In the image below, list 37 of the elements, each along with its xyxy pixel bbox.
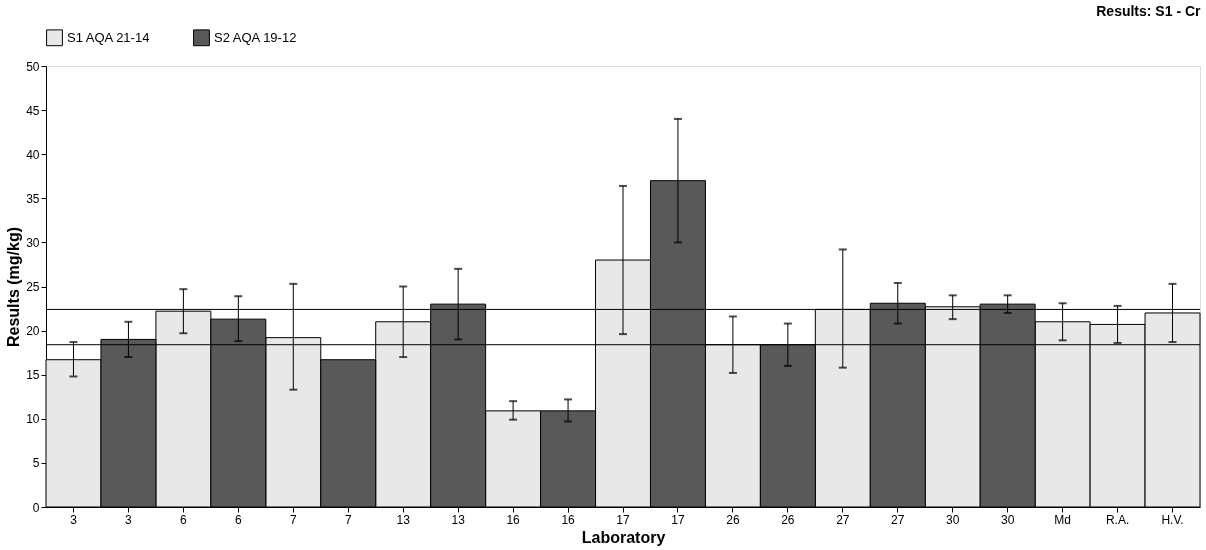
- x-tick-label: 27: [891, 512, 905, 527]
- x-tick-label: 7: [344, 512, 352, 527]
- legend-label: S1 AQA 21-14: [67, 29, 150, 45]
- y-tick-label: 20: [26, 324, 40, 339]
- y-tick-label: 30: [26, 235, 40, 250]
- x-tick-label: 16: [561, 512, 576, 527]
- x-tick-label: 30: [1000, 512, 1015, 527]
- y-tick-label: 40: [26, 147, 40, 162]
- x-tick-label: 3: [70, 512, 78, 527]
- x-tick-label: 30: [946, 512, 960, 527]
- x-tick-label: 17: [616, 512, 630, 527]
- x-tick-label: H.V.: [1161, 512, 1184, 527]
- y-tick-label: 15: [26, 368, 40, 383]
- x-tick-label: 3: [125, 512, 133, 527]
- x-tick-label: 26: [781, 512, 795, 527]
- y-tick-label: 0: [32, 500, 40, 515]
- x-tick-label: 7: [289, 512, 297, 527]
- y-tick-label: 10: [26, 412, 40, 427]
- x-tick-label: 26: [726, 512, 740, 527]
- x-tick-label: R.A.: [1105, 512, 1130, 527]
- y-tick-label: 5: [32, 456, 40, 471]
- x-tick-label: 13: [451, 512, 466, 527]
- x-tick-label: 17: [671, 512, 685, 527]
- x-tick-label: 6: [234, 512, 242, 527]
- y-axis-title: Results (mg/kg): [5, 226, 23, 348]
- x-tick-label: Md: [1054, 512, 1071, 527]
- y-tick-label: 35: [26, 191, 40, 206]
- x-axis-title: Laboratory: [581, 528, 666, 546]
- y-tick-label: 50: [26, 59, 40, 74]
- x-tick-label: 6: [180, 512, 188, 527]
- y-tick-label: 45: [26, 103, 40, 118]
- x-tick-label: 16: [506, 512, 521, 527]
- y-tick-label: 25: [26, 280, 40, 294]
- legend-label: S2 AQA 19-12: [214, 29, 297, 45]
- chart-title: Results: S1 - Cr: [1096, 3, 1202, 19]
- x-tick-label: 13: [396, 512, 411, 527]
- x-tick-label: 27: [836, 512, 850, 527]
